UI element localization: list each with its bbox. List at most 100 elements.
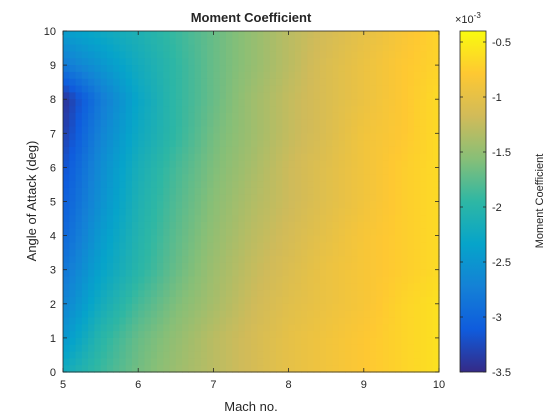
heatmap-cell [426, 51, 434, 59]
heatmap-cell [319, 303, 327, 312]
heatmap-cell [232, 133, 240, 141]
colorbar-tick-label: -3 [492, 312, 502, 324]
heatmap-cell [232, 37, 240, 46]
heatmap-cell [100, 249, 108, 257]
heatmap-cell [363, 187, 371, 196]
heatmap-cell [138, 344, 146, 353]
heatmap-cell [63, 78, 70, 87]
heatmap-cell [338, 283, 346, 291]
heatmap-cell [257, 317, 265, 325]
heatmap-cell [63, 181, 70, 189]
heatmap-cell [244, 317, 252, 325]
heatmap-cell [413, 119, 421, 128]
heatmap-cell [326, 331, 334, 339]
heatmap-cell [213, 303, 221, 312]
heatmap-cell [332, 337, 340, 346]
heatmap-cell [182, 31, 189, 39]
heatmap-cell [144, 269, 152, 278]
heatmap-cell [119, 37, 127, 46]
heatmap-cell [150, 324, 158, 332]
heatmap-cell [113, 85, 120, 93]
heatmap-cell [213, 235, 221, 244]
heatmap-cell [326, 71, 334, 80]
heatmap-cell [225, 317, 233, 325]
heatmap-cell [100, 92, 108, 100]
heatmap-cell [319, 290, 327, 298]
heatmap-cell [144, 215, 152, 223]
heatmap-cell [75, 126, 83, 134]
heatmap-cell [420, 78, 428, 87]
heatmap-cell [382, 106, 390, 114]
heatmap-cell [207, 365, 214, 373]
heatmap-cell [301, 221, 308, 230]
heatmap-cell [106, 235, 114, 244]
heatmap-cell [244, 324, 252, 332]
heatmap-cell [169, 344, 177, 353]
heatmap-cell [157, 215, 164, 223]
heatmap-cell [69, 194, 77, 203]
heatmap-cell [188, 358, 196, 366]
heatmap-cell [63, 44, 70, 53]
heatmap-cell [313, 235, 321, 244]
heatmap-cell [75, 51, 83, 59]
heatmap-cell [163, 181, 171, 189]
heatmap-cell [207, 344, 214, 353]
heatmap-cell [351, 351, 359, 359]
heatmap-cell [407, 160, 415, 168]
heatmap-cell [269, 133, 277, 141]
heatmap-cell [94, 167, 102, 175]
heatmap-cell [81, 58, 89, 66]
heatmap-cell [382, 44, 390, 53]
heatmap-cell [319, 58, 327, 66]
heatmap-cell [294, 174, 302, 182]
heatmap-cell [63, 324, 70, 332]
heatmap-cell [420, 344, 428, 353]
heatmap-cell [338, 324, 346, 332]
heatmap-cell [94, 283, 102, 291]
heatmap-cell [388, 44, 396, 53]
heatmap-cell [81, 215, 89, 223]
heatmap-cell [269, 331, 277, 339]
heatmap-cell [269, 85, 277, 93]
heatmap-cell [313, 358, 321, 366]
heatmap-cell [200, 99, 208, 107]
heatmap-cell [194, 269, 202, 278]
heatmap-cell [106, 262, 114, 271]
heatmap-cell [420, 365, 428, 373]
heatmap-cell [357, 310, 365, 319]
heatmap-cell [251, 310, 258, 319]
heatmap-cell [119, 194, 127, 203]
heatmap-cell [207, 78, 214, 87]
heatmap-cell [332, 201, 340, 209]
heatmap-cell [276, 78, 283, 87]
heatmap-cell [276, 290, 283, 298]
heatmap-cell [219, 344, 227, 353]
heatmap-cell [432, 324, 440, 332]
heatmap-cell [326, 153, 334, 162]
heatmap-cell [207, 31, 214, 39]
heatmap-cell [401, 153, 409, 162]
heatmap-cell [175, 276, 183, 284]
heatmap-cell [370, 242, 377, 250]
heatmap-cell [94, 228, 102, 237]
heatmap-cell [413, 65, 421, 73]
heatmap-cell [138, 153, 146, 162]
heatmap-cell [345, 215, 352, 223]
heatmap-cell [188, 262, 196, 271]
heatmap-cell [294, 208, 302, 216]
heatmap-cell [125, 201, 133, 209]
heatmap-cell [407, 283, 415, 291]
heatmap-cell [213, 221, 221, 230]
heatmap-cell [388, 106, 396, 114]
heatmap-cell [370, 221, 377, 230]
heatmap-cell [163, 365, 171, 373]
heatmap-cell [213, 194, 221, 203]
heatmap-cell [332, 92, 340, 100]
heatmap-cell [432, 65, 440, 73]
heatmap-cell [301, 106, 308, 114]
heatmap-cell [251, 337, 258, 346]
heatmap-cell [332, 85, 340, 93]
heatmap-cell [106, 92, 114, 100]
heatmap-cell [69, 283, 77, 291]
heatmap-cell [363, 331, 371, 339]
